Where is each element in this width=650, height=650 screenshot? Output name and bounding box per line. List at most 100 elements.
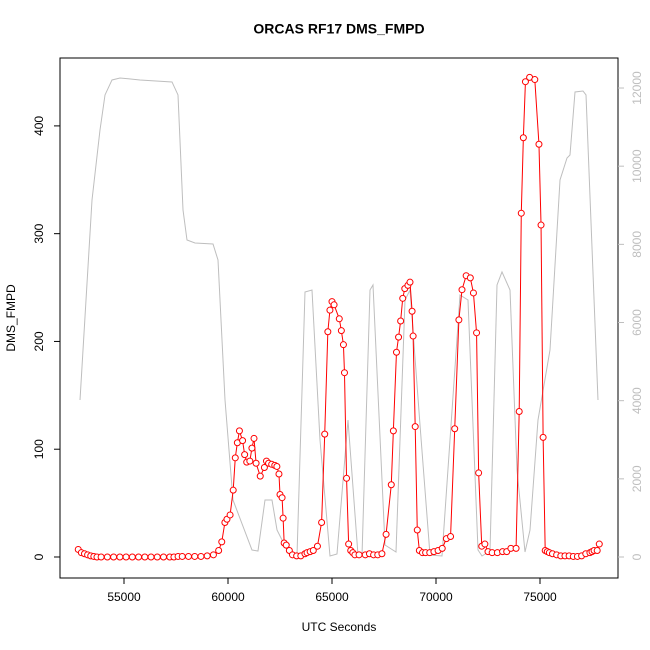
data-point [335, 315, 343, 323]
data-point [531, 76, 539, 84]
data-point [382, 530, 390, 538]
y-tick-label: 300 [32, 223, 46, 243]
data-point [438, 544, 446, 552]
data-point [458, 286, 466, 294]
data-point [229, 486, 237, 494]
data-point [275, 470, 283, 478]
data-point [203, 552, 211, 560]
data-point [515, 407, 523, 415]
y-tick-label: 400 [32, 116, 46, 136]
data-point [535, 140, 543, 148]
data-point [309, 547, 317, 555]
x-tick-label: 55000 [107, 590, 141, 604]
data-point [399, 294, 407, 302]
data-point [246, 457, 254, 465]
data-point [178, 552, 186, 560]
data-point [406, 278, 414, 286]
data-point [397, 317, 405, 325]
data-point [392, 348, 400, 356]
data-point [313, 542, 321, 550]
data-point [340, 369, 348, 377]
data-point [389, 427, 397, 435]
data-point [278, 494, 286, 502]
data-point [455, 316, 463, 324]
data-point [128, 553, 136, 561]
x-axis-label: UTC Seconds [302, 620, 377, 634]
data-point [279, 514, 287, 522]
data-point [447, 533, 455, 541]
data-point [519, 134, 527, 142]
data-point [260, 464, 268, 472]
data-point [103, 553, 111, 561]
data-point [116, 553, 124, 561]
data-point [321, 430, 329, 438]
y2-tick-label: 10000 [630, 149, 644, 183]
data-point [135, 553, 143, 561]
x-tick-label: 65000 [315, 590, 349, 604]
data-point [324, 328, 332, 336]
data-point [408, 307, 416, 315]
data-point [122, 553, 130, 561]
y2-tick-label: 2000 [630, 465, 644, 492]
data-point [147, 553, 155, 561]
data-point [517, 209, 525, 217]
data-point [110, 553, 118, 561]
data-point [355, 551, 363, 559]
data-point [191, 552, 199, 560]
data-point [235, 427, 243, 435]
data-point [231, 454, 239, 462]
data-point [250, 434, 258, 442]
data-point [256, 472, 264, 480]
data-point [209, 551, 217, 559]
data-point [97, 553, 105, 561]
data-point [252, 459, 260, 467]
data-point [413, 526, 421, 534]
data-point [197, 552, 205, 560]
x-tick-label: 60000 [211, 590, 245, 604]
y2-tick-label: 4000 [630, 387, 644, 414]
data-point [593, 547, 601, 555]
data-point [512, 544, 520, 552]
data-point [451, 425, 459, 433]
data-point [595, 540, 603, 548]
y-tick-label: 200 [32, 331, 46, 351]
data-point [153, 553, 161, 561]
data-point [411, 423, 419, 431]
y-tick-label: 0 [32, 553, 46, 560]
data-point [481, 540, 489, 548]
y2-tick-label: 0 [630, 553, 644, 560]
data-point [330, 301, 338, 309]
data-point [466, 274, 474, 282]
data-point [537, 221, 545, 229]
data-point [473, 329, 481, 337]
data-point [339, 341, 347, 349]
data-point [184, 552, 192, 560]
y2-tick-label: 8000 [630, 231, 644, 258]
x-tick-label: 70000 [419, 590, 453, 604]
data-point [469, 289, 477, 297]
data-point [326, 306, 334, 314]
plot-frame [59, 57, 619, 579]
y2-tick-label: 12000 [630, 71, 644, 105]
data-point [218, 538, 226, 546]
data-point [318, 518, 326, 526]
data-point [345, 540, 353, 548]
data-point [226, 511, 234, 519]
data-point [160, 553, 168, 561]
data-point [215, 547, 223, 555]
y-axis-label: DMS_FMPD [4, 284, 18, 352]
data-point [239, 437, 247, 445]
data-point [395, 333, 403, 341]
data-point [521, 78, 529, 86]
data-point [343, 474, 351, 482]
data-point [273, 462, 281, 470]
data-point [409, 332, 417, 340]
chart-title: ORCAS RF17 DMS_FMPD [253, 21, 424, 37]
data-point [248, 444, 256, 452]
x-tick-label: 75000 [523, 590, 557, 604]
y-tick-label: 100 [32, 439, 46, 459]
data-point [378, 550, 386, 558]
data-point [282, 541, 290, 549]
data-point [141, 553, 149, 561]
